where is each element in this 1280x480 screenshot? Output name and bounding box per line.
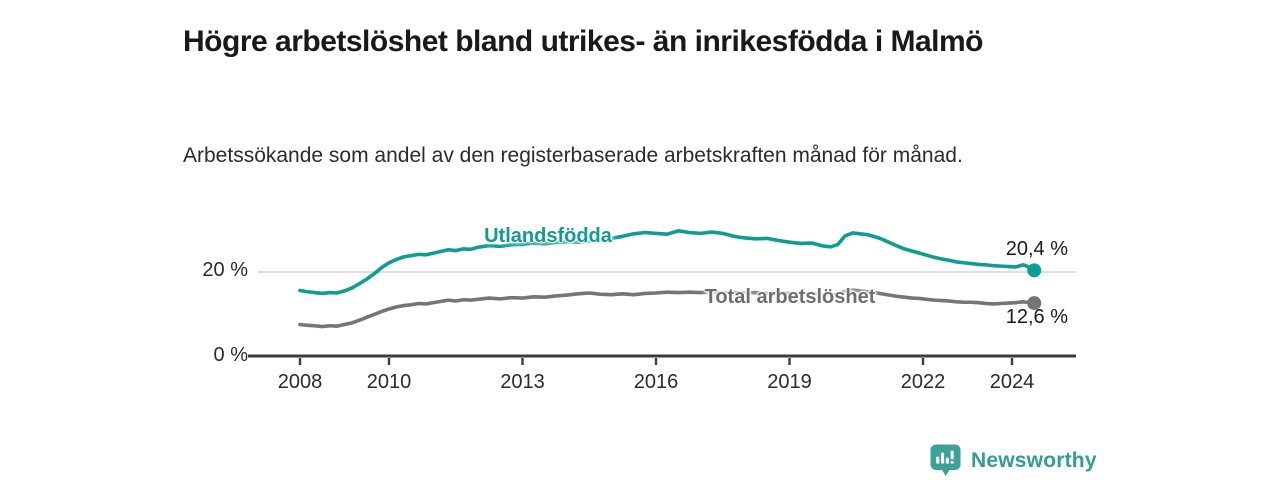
brand-name: Newsworthy bbox=[971, 448, 1097, 472]
x-tick-label: 2022 bbox=[900, 371, 946, 393]
y-axis-tick-label-0: 0 % bbox=[213, 344, 248, 366]
x-tick-label: 2010 bbox=[366, 371, 412, 393]
series-line-1 bbox=[298, 288, 1037, 329]
page-title: Högre arbetslöshet bland utrikes- än inr… bbox=[183, 25, 984, 59]
end-dot-0 bbox=[1027, 263, 1042, 278]
series-label-total-arbetsloshet: Total arbetslöshet bbox=[704, 286, 876, 308]
newsworthy-logo[interactable]: Newsworthy bbox=[930, 444, 1097, 477]
x-tick-label: 2016 bbox=[633, 371, 679, 393]
x-tick-label: 2008 bbox=[277, 371, 323, 393]
end-value-label-utlandsfodda: 20,4 % bbox=[1005, 238, 1068, 260]
bar-chart-speech-bubble-icon bbox=[930, 444, 961, 476]
chart-subtitle: Arbetssökande som andel av den registerb… bbox=[183, 144, 963, 167]
x-tick-label: 2013 bbox=[500, 371, 545, 393]
y-axis-tick-label-20: 20 % bbox=[202, 259, 248, 281]
end-dot-1 bbox=[1027, 296, 1042, 311]
series-line-0 bbox=[298, 229, 1037, 296]
x-tick-label: 2019 bbox=[767, 371, 812, 393]
x-tick-label: 2024 bbox=[989, 371, 1035, 393]
series-label-utlandsfodda: Utlandsfödda bbox=[484, 225, 612, 247]
end-value-label-total-arbetsloshet: 12,6 % bbox=[1005, 306, 1068, 328]
